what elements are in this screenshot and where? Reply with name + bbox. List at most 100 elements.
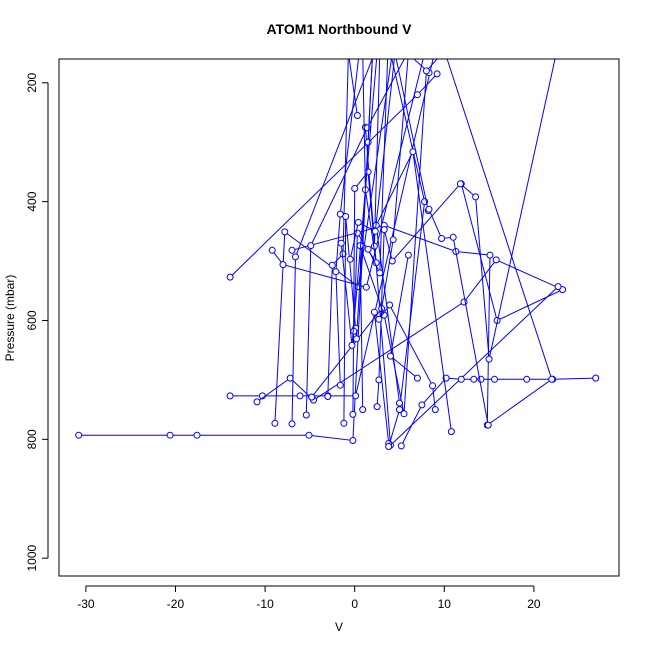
data-point xyxy=(397,442,405,450)
data-point xyxy=(286,374,294,382)
data-point xyxy=(307,242,315,250)
x-tick-label: -20 xyxy=(167,597,185,611)
x-tick-label: 20 xyxy=(527,597,541,611)
y-axis-label: Pressure (mbar) xyxy=(3,275,17,362)
data-point xyxy=(456,180,464,188)
x-tick-label: 0 xyxy=(351,597,358,611)
data-point xyxy=(340,419,348,427)
data-point xyxy=(193,431,201,439)
data-point xyxy=(400,410,408,418)
data-point xyxy=(226,273,234,281)
data-point xyxy=(396,406,403,414)
data-point xyxy=(348,341,356,349)
data-point xyxy=(457,375,465,383)
data-point xyxy=(305,431,313,439)
data-point xyxy=(332,268,340,276)
series-line-18 xyxy=(376,59,556,407)
data-point xyxy=(281,228,289,236)
x-axis: -30 -20 -10 0 10 20 xyxy=(77,585,541,611)
data-point xyxy=(523,375,531,383)
data-point xyxy=(485,355,493,363)
y-tick-label: 600 xyxy=(25,310,39,330)
data-point xyxy=(370,308,378,316)
data-point xyxy=(342,213,350,220)
y-tick-label: 200 xyxy=(25,72,39,92)
data-point xyxy=(484,421,492,429)
data-point xyxy=(296,392,304,400)
data-point xyxy=(271,419,279,427)
y-tick-label: 800 xyxy=(25,429,39,449)
series-line-21 xyxy=(375,150,452,432)
data-point xyxy=(302,411,310,419)
data-point xyxy=(288,420,296,428)
data-point xyxy=(373,403,381,411)
x-axis-label: V xyxy=(335,620,343,634)
data-point xyxy=(418,401,426,409)
data-point xyxy=(75,431,83,439)
data-point xyxy=(346,255,354,263)
data-point xyxy=(292,253,299,261)
data-point xyxy=(449,233,457,241)
data-point xyxy=(308,393,316,401)
x-tick-label: 10 xyxy=(438,597,452,611)
data-point xyxy=(354,218,362,226)
data-point xyxy=(491,375,498,383)
data-point xyxy=(548,375,556,383)
data-point xyxy=(362,283,370,291)
series-line-6 xyxy=(400,377,596,447)
data-point xyxy=(364,245,372,253)
data-point xyxy=(364,138,372,146)
data-point xyxy=(375,376,383,384)
x-tick-label: -10 xyxy=(256,597,274,611)
data-point xyxy=(433,70,441,78)
data-point xyxy=(324,393,332,400)
chart-title: ATOM1 Northbound V xyxy=(267,21,413,37)
data-point xyxy=(353,335,360,343)
data-point xyxy=(371,227,379,235)
data-point xyxy=(592,374,600,382)
data-point xyxy=(166,431,174,439)
data-point xyxy=(364,168,372,176)
data-point xyxy=(376,269,384,277)
data-point xyxy=(404,251,412,259)
data-point xyxy=(431,406,439,414)
y-tick-label: 1000 xyxy=(25,545,39,572)
data-point xyxy=(472,193,480,201)
data-point xyxy=(396,399,403,407)
y-tick-label: 400 xyxy=(25,191,39,211)
data-point xyxy=(253,398,261,406)
x-tick-label: -30 xyxy=(77,597,95,611)
data-point xyxy=(226,392,234,400)
data-point xyxy=(438,235,446,242)
series-line-12 xyxy=(311,59,409,398)
series-line-7 xyxy=(274,59,392,424)
data-point xyxy=(425,205,433,213)
data-point xyxy=(353,112,361,119)
data-point xyxy=(470,375,478,383)
y-axis: 200 400 600 800 1000 xyxy=(25,72,49,572)
data-point xyxy=(359,406,367,414)
data-point xyxy=(349,410,357,418)
series-line-4 xyxy=(256,183,564,403)
data-point xyxy=(388,257,396,265)
data-point xyxy=(288,246,296,254)
series-line-8 xyxy=(271,59,424,288)
data-point xyxy=(486,251,494,259)
data-point xyxy=(386,301,394,309)
data-point xyxy=(447,428,455,436)
series-layer xyxy=(75,59,600,450)
series-line-1 xyxy=(78,59,373,442)
data-point xyxy=(328,261,336,269)
series-line-19 xyxy=(373,304,436,444)
data-point xyxy=(375,315,383,323)
data-point xyxy=(429,382,437,390)
data-point xyxy=(268,246,276,254)
data-point xyxy=(413,91,421,99)
data-point xyxy=(385,443,393,450)
data-point xyxy=(336,381,344,389)
data-point xyxy=(351,185,359,192)
data-point xyxy=(349,437,357,444)
plot-frame xyxy=(58,58,620,577)
